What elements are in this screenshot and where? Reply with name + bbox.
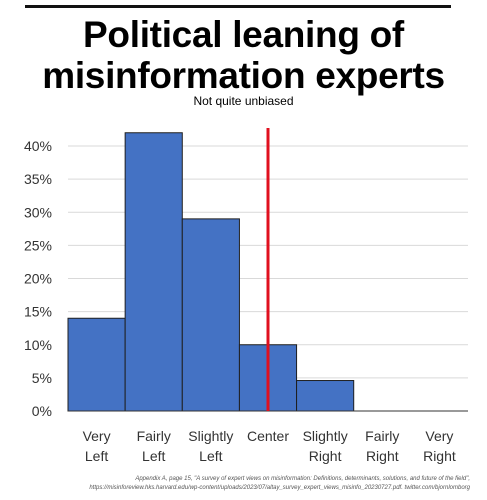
y-tick-label: 20% [24,271,52,287]
x-tick-label: Right [309,448,342,464]
x-tick-label: Fairly [137,428,171,444]
bar [296,380,355,412]
x-tick-label: Very [83,428,111,444]
x-tick-label: Slightly [188,428,233,444]
footnote-line-1: Appendix A, page 15, "A survey of expert… [135,476,470,482]
y-tick-label: 40% [24,138,52,154]
x-tick-label: Center [247,428,289,444]
title-line-2: misinformation experts [42,55,445,96]
x-tick-label: Left [199,448,222,464]
y-tick-label: 5% [32,370,52,386]
y-tick-label: 30% [24,204,52,220]
x-tick-label: Left [85,448,108,464]
x-tick-label: Right [366,448,399,464]
x-tick-label: Very [425,428,453,444]
y-tick-label: 35% [24,171,52,187]
title-line-1: Political leaning of [83,14,404,55]
bar [181,218,240,412]
y-tick-label: 10% [24,337,52,353]
bar [67,317,126,412]
x-tick-label: Fairly [365,428,399,444]
y-tick-label: 25% [24,237,52,253]
x-tick-label: Right [423,448,456,464]
y-tick-label: 0% [32,403,52,419]
x-tick-label: Slightly [303,428,348,444]
bar-chart: 0% 5% 10% 15% 20% 25% 30% 35% 40% Very Left Fairly L… [24,128,468,464]
bar [124,132,183,412]
subtitle: Not quite unbiased [193,94,294,108]
top-rule [25,5,451,8]
y-tick-label: 15% [24,304,52,320]
x-tick-label: Left [142,448,165,464]
footnote-line-2: https://misinforeview.hks.harvard.edu/wp… [89,485,470,491]
